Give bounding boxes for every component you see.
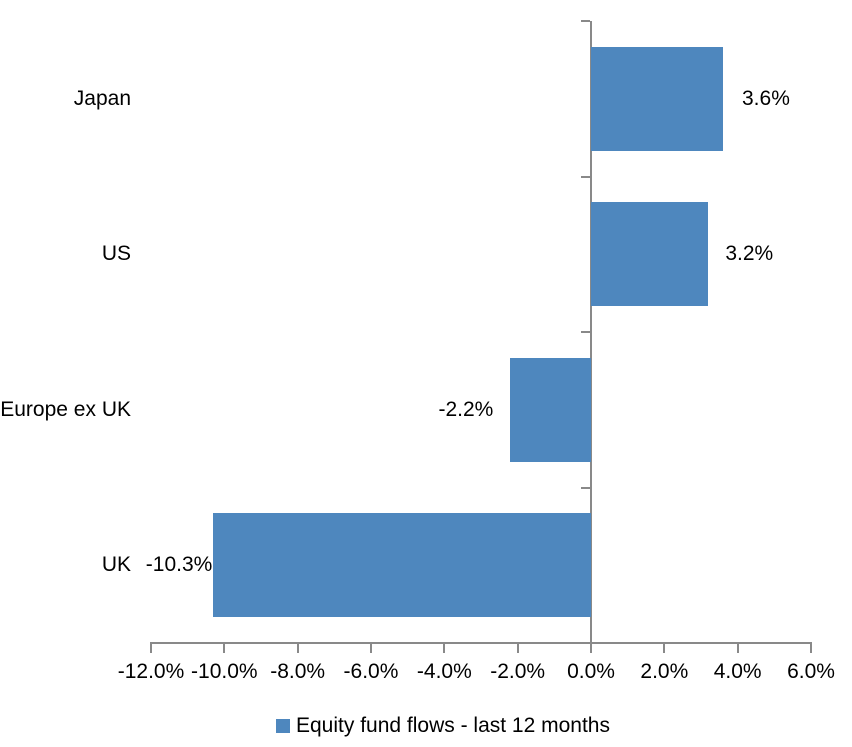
category-axis-tick <box>581 20 590 22</box>
legend-label: Equity fund flows - last 12 months <box>296 713 610 737</box>
category-axis-tick <box>581 486 590 489</box>
x-axis-tick <box>149 644 152 653</box>
x-axis-tick <box>369 644 372 653</box>
bar <box>510 357 591 462</box>
category-axis-tick <box>581 642 590 644</box>
category-label: Europe ex UK <box>0 397 131 421</box>
value-label: 3.2% <box>725 242 774 266</box>
value-label: -2.2% <box>438 397 494 421</box>
value-label: 3.6% <box>742 86 790 110</box>
x-axis-tick <box>516 644 519 653</box>
x-axis-tick <box>223 644 226 653</box>
bar <box>591 46 723 151</box>
value-label: -10.3% <box>145 553 213 577</box>
x-axis-tick <box>443 644 446 653</box>
x-axis-tick-label: -4.0% <box>416 660 472 683</box>
legend-marker-square-icon <box>276 718 290 733</box>
x-axis-line <box>149 642 812 644</box>
x-axis-tick-label: -8.0% <box>270 660 326 683</box>
category-label: Japan <box>73 86 131 110</box>
x-axis-tick-label: 4.0% <box>713 660 762 683</box>
bar <box>591 202 709 307</box>
x-axis-tick-label: 0.0% <box>567 660 615 683</box>
x-axis-tick <box>736 644 739 653</box>
category-axis-tick <box>581 175 590 178</box>
x-axis-tick-label: 6.0% <box>787 660 835 683</box>
legend: Equity fund flows - last 12 months <box>276 711 610 740</box>
category-label: US <box>101 242 131 266</box>
x-axis-tick-label: 2.0% <box>640 660 689 683</box>
x-axis-tick-label: -10.0% <box>191 660 258 683</box>
x-axis-tick <box>810 644 812 653</box>
category-label: UK <box>101 553 131 577</box>
y-axis-line <box>590 21 592 643</box>
category-axis-tick <box>581 331 590 333</box>
x-axis-tick <box>663 644 666 653</box>
x-axis-tick-label: -2.0% <box>490 660 546 683</box>
x-axis-tick <box>296 644 299 653</box>
x-axis-tick-label: -12.0% <box>117 660 185 683</box>
bar <box>213 513 591 618</box>
x-axis-tick-label: -6.0% <box>343 660 399 683</box>
x-axis-tick <box>590 644 592 653</box>
